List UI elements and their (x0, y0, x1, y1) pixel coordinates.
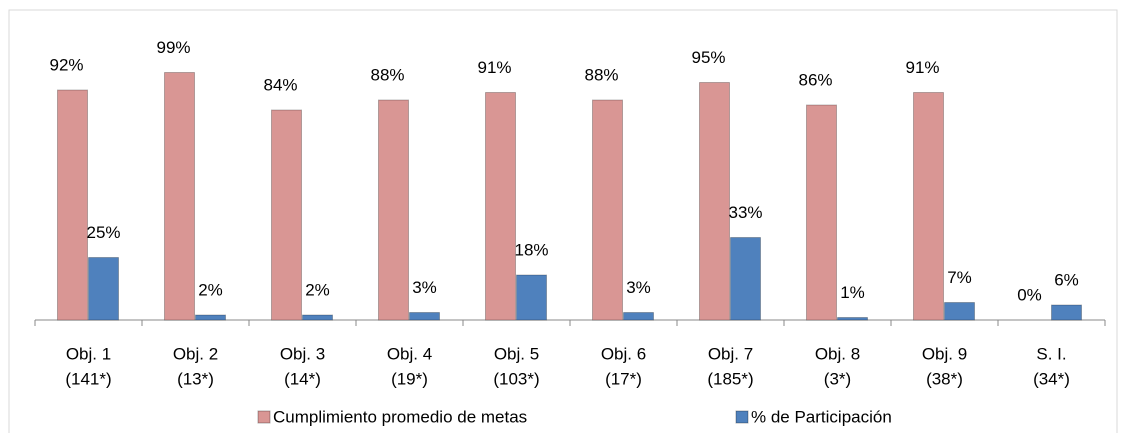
data-label: 1% (840, 283, 865, 302)
x-tick-label: (141*) (65, 369, 111, 388)
bar (1051, 304, 1082, 321)
x-tick-label: (19*) (391, 369, 428, 388)
x-tick-label: Obj. 5 (494, 344, 539, 363)
bar (164, 72, 195, 321)
data-label: 91% (477, 58, 511, 77)
x-tick-label: (3*) (824, 369, 851, 388)
x-tick-label: Obj. 2 (173, 344, 218, 363)
x-tick-label: Obj. 1 (66, 344, 111, 363)
bar (302, 314, 333, 321)
x-tick-label: Obj. 7 (708, 344, 753, 363)
legend-label: Cumplimiento promedio de metas (273, 407, 527, 426)
x-tick-label: (34*) (1033, 369, 1070, 388)
x-tick-label: (14*) (284, 369, 321, 388)
data-label: 25% (86, 223, 120, 242)
x-tick-label: Obj. 4 (387, 344, 432, 363)
bar (944, 302, 975, 321)
bar (837, 317, 868, 321)
legend-swatch (735, 410, 749, 424)
bar (913, 92, 944, 321)
bar (88, 257, 119, 321)
bar (730, 237, 761, 321)
data-label: 86% (798, 70, 832, 89)
x-tick-label: Obj. 8 (815, 344, 860, 363)
data-label: 18% (514, 240, 548, 259)
data-label: 3% (626, 278, 651, 297)
data-label: 88% (370, 65, 404, 84)
data-label: 2% (305, 280, 330, 299)
data-label: 91% (905, 58, 939, 77)
data-label: 3% (412, 278, 437, 297)
data-label: 33% (728, 203, 762, 222)
data-label: 84% (263, 75, 297, 94)
legend-label: % de Participación (751, 407, 892, 426)
bar (57, 89, 88, 321)
data-label: 0% (1017, 285, 1042, 304)
data-label: 92% (49, 55, 83, 74)
bar (592, 99, 623, 321)
bar (195, 314, 226, 321)
x-tick-label: (38*) (926, 369, 963, 388)
data-label: 95% (691, 48, 725, 67)
bar (699, 82, 730, 321)
bar (485, 92, 516, 321)
bar (378, 99, 409, 321)
bar (516, 274, 547, 321)
legend-swatch (257, 410, 271, 424)
data-label: 88% (584, 65, 618, 84)
chart-border (8, 9, 1118, 433)
x-tick-label: (13*) (177, 369, 214, 388)
bar (271, 109, 302, 321)
data-label: 2% (198, 280, 223, 299)
bar (409, 312, 440, 321)
data-label: 6% (1054, 270, 1079, 289)
x-tick-label: Obj. 3 (280, 344, 325, 363)
data-label: 7% (947, 268, 972, 287)
x-tick-label: Obj. 6 (601, 344, 646, 363)
bar (623, 312, 654, 321)
x-tick-label: (185*) (707, 369, 753, 388)
x-tick-label: (17*) (605, 369, 642, 388)
x-tick-label: (103*) (493, 369, 539, 388)
x-tick-label: Obj. 9 (922, 344, 967, 363)
data-label: 99% (156, 38, 190, 57)
bar (806, 104, 837, 321)
x-tick-label: S. I. (1036, 344, 1066, 363)
